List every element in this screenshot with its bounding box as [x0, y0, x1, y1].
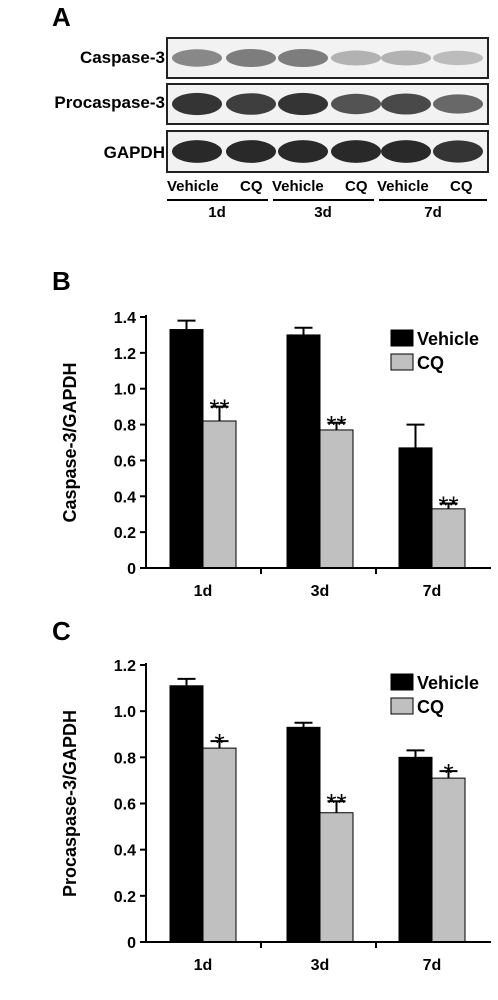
timepoint-group-line — [379, 199, 487, 201]
significance-marker: * — [443, 758, 453, 788]
blot-band — [331, 140, 381, 163]
legend-label-vehicle: Vehicle — [417, 673, 479, 693]
blot-band — [278, 49, 328, 67]
blot-band — [433, 140, 483, 163]
x-tick-label: 1d — [194, 957, 213, 974]
significance-marker: ** — [209, 394, 229, 424]
blot-row-label-procaspase3: Procaspase-3 — [54, 93, 165, 112]
legend-swatch-cq — [390, 353, 414, 371]
x-tick-label: 3d — [311, 957, 330, 974]
blot-band — [226, 93, 276, 115]
blot-band — [226, 140, 276, 163]
blot-band — [433, 50, 483, 66]
bar-cq-1d — [202, 420, 237, 569]
bar-vehicle-1d — [169, 329, 204, 569]
blot-band — [278, 92, 328, 116]
y-tick-label: 0.2 — [114, 889, 136, 906]
y-tick-label: 0.4 — [114, 489, 136, 506]
blot-band — [381, 93, 431, 115]
timepoint-group-line — [167, 199, 268, 201]
y-tick-label: 1.4 — [114, 310, 136, 327]
blot-band — [172, 140, 222, 163]
bar-cq-3d — [319, 429, 354, 569]
y-tick-label: 0.6 — [114, 797, 136, 814]
blot-band — [331, 93, 381, 115]
y-tick-label: 1.0 — [114, 382, 136, 399]
panel-a-label: A — [52, 2, 71, 32]
y-tick-label: 0.6 — [114, 453, 136, 470]
bar-cq-1d — [202, 747, 237, 943]
timepoint-group-line — [273, 199, 374, 201]
blot-bands-gapdh — [168, 132, 487, 171]
panel-c-label: C — [52, 616, 71, 646]
blot-bands-procaspase3 — [168, 85, 487, 123]
significance-marker: ** — [438, 490, 458, 520]
procaspase3-bar-chart: Procaspase-3/GAPDH ****00.20.40.60.81.01.… — [60, 658, 491, 974]
bar-cq-7d — [431, 777, 466, 943]
blot-band — [278, 140, 328, 163]
lane-label: Vehicle — [167, 178, 219, 195]
y-tick-label: 1.2 — [114, 346, 136, 363]
blot-row-label-caspase3: Caspase-3 — [79, 48, 165, 67]
y-tick-label: 0.8 — [114, 418, 136, 435]
timepoint-label: 1d — [208, 204, 226, 221]
bar-vehicle-3d — [286, 334, 321, 569]
significance-marker: ** — [326, 788, 346, 818]
lane-label: CQ — [240, 178, 263, 195]
y-tick-label: 0 — [127, 561, 136, 578]
y-tick-label: 0 — [127, 935, 136, 952]
x-tick-label: 3d — [311, 583, 330, 600]
blot-band — [172, 92, 222, 116]
y-tick-label: 0.8 — [114, 750, 136, 767]
legend-swatch-cq — [390, 697, 414, 715]
y-tick-label: 1.2 — [114, 658, 136, 675]
blot-band — [381, 50, 431, 66]
x-tick-label: 7d — [423, 583, 442, 600]
blot-strip-caspase3 — [166, 37, 489, 79]
lane-label: CQ — [345, 178, 368, 195]
bar-vehicle-7d — [398, 447, 433, 569]
y-tick-label: 1.0 — [114, 704, 136, 721]
bar-cq-3d — [319, 812, 354, 943]
legend-swatch-vehicle — [390, 673, 414, 691]
legend-label-vehicle: Vehicle — [417, 329, 479, 349]
y-tick-label: 0.2 — [114, 525, 136, 542]
caspase3-bar-chart: Caspase-3/GAPDH ** ** ** 0 0.2 0.4 0.6 0.8 1.0 1.2… — [60, 310, 491, 600]
y-tick-label: 0.4 — [114, 843, 136, 860]
blot-band — [226, 49, 276, 67]
blot-row-label-gapdh: GAPDH — [103, 143, 165, 162]
timepoint-label: 3d — [314, 204, 332, 221]
y-axis-label: Procaspase-3/GAPDH — [60, 710, 80, 897]
x-tick-label: 7d — [423, 957, 442, 974]
bar-vehicle-7d — [398, 756, 433, 943]
blot-band — [381, 140, 431, 163]
blot-strip-gapdh — [166, 130, 489, 173]
legend-label-cq: CQ — [417, 697, 444, 717]
lane-label: Vehicle — [377, 178, 429, 195]
blot-band — [172, 49, 222, 67]
legend-swatch-vehicle — [390, 329, 414, 347]
blot-band — [331, 50, 381, 66]
blot-band — [433, 94, 483, 114]
bar-vehicle-3d — [286, 726, 321, 943]
legend-label-cq: CQ — [417, 353, 444, 373]
panel-b-label: B — [52, 266, 71, 296]
bar-vehicle-1d — [169, 685, 204, 943]
lane-label: CQ — [450, 178, 473, 195]
x-tick-label: 1d — [194, 583, 213, 600]
lane-label: Vehicle — [272, 178, 324, 195]
blot-strip-procaspase3 — [166, 83, 489, 125]
y-axis-label: Caspase-3/GAPDH — [60, 362, 80, 522]
timepoint-label: 7d — [424, 204, 442, 221]
significance-marker: ** — [326, 410, 346, 440]
significance-marker: * — [214, 728, 224, 758]
blot-bands-caspase3 — [168, 39, 487, 77]
